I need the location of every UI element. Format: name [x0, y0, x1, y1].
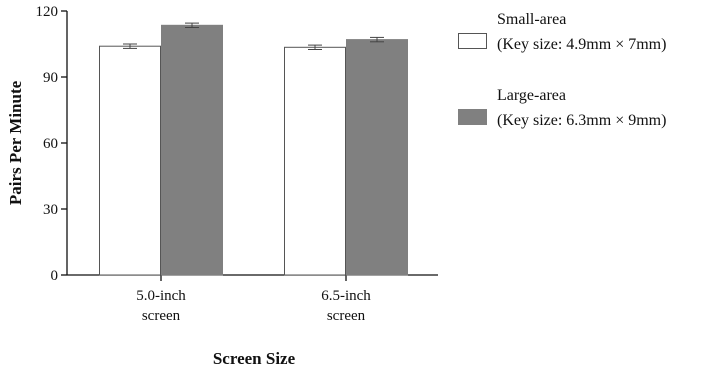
y-tick-label: 30 [43, 202, 58, 218]
legend-swatch-1 [458, 109, 487, 125]
legend-label-0: Small-area (Key size: 4.9mm × 7mm) [497, 11, 666, 53]
bar-series-1-cat-1 [346, 39, 408, 276]
x-tick-label: 6.5-inch screen [321, 288, 371, 324]
y-axis: 0 30 60 90 120 [36, 4, 68, 284]
y-tick-label: 60 [43, 136, 58, 152]
legend-swatch-0 [458, 33, 487, 49]
bar-series-0-cat-1 [284, 46, 346, 276]
y-tick-label: 0 [51, 268, 59, 284]
bar-series-0-cat-0 [99, 45, 161, 276]
y-tick-label: 90 [43, 70, 58, 86]
x-axis-title: Screen Size [213, 349, 296, 368]
bars [99, 22, 408, 276]
y-tick-label: 120 [36, 4, 59, 20]
bar-series-1-cat-0 [161, 24, 223, 276]
x-tick-label: 5.0-inch screen [136, 288, 186, 324]
legend: Small-area (Key size: 4.9mm × 7mm) Large-a… [458, 11, 666, 129]
y-axis-title: Pairs Per Minute [6, 80, 25, 205]
x-axis: 5.0-inch screen 6.5-inch screen [67, 274, 438, 324]
legend-label-1: Large-area (Key size: 6.3mm × 9mm) [497, 87, 666, 129]
